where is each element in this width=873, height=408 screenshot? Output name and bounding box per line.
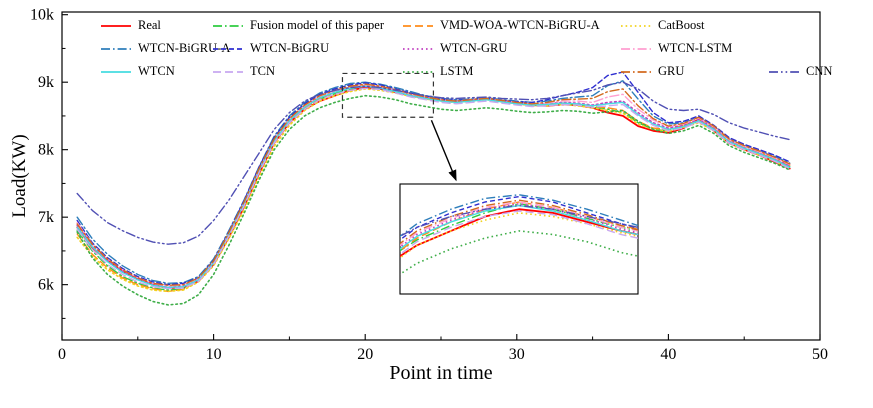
legend-label: GRU	[658, 64, 685, 78]
legend-row: WTCN TCN LSTM GRU CNN	[100, 60, 868, 83]
inset-series-line	[400, 194, 638, 238]
legend-label: WTCN-BiGRU-A	[138, 41, 231, 55]
y-tick-label: 10k	[30, 7, 54, 24]
zoom-inset	[399, 183, 639, 295]
legend-line-sample	[213, 70, 243, 73]
legend-item-catboost: CatBoost	[620, 18, 768, 33]
series-line-lstm	[76, 94, 791, 306]
inset-series-line	[400, 201, 638, 252]
x-tick-label: 30	[509, 346, 525, 363]
legend-item-wtcn-lstm: WTCN-LSTM	[620, 41, 768, 56]
series-line-gru	[76, 83, 791, 286]
x-tick-label: 0	[58, 346, 66, 363]
legend-line-sample	[213, 24, 243, 27]
y-axis-title: Load(KW)	[9, 134, 30, 218]
legend-item-real: Real	[100, 18, 212, 33]
legend-line-sample	[621, 24, 651, 27]
legend-label: WTCN	[138, 64, 175, 78]
x-tick-label: 10	[206, 346, 222, 363]
legend-row: Real Fusion model of this paper VMD-WOA-WT…	[100, 14, 868, 37]
zoom-region-box	[341, 72, 435, 118]
legend-item-wtcn-bigru-a: WTCN-BiGRU-A	[100, 41, 230, 56]
inset-series-line	[400, 230, 638, 276]
series-line-wtcn-bigru-a	[76, 80, 791, 284]
y-tick-label: 8k	[38, 142, 54, 159]
y-tick-label: 6k	[38, 277, 54, 294]
series-line-cnn	[76, 81, 791, 245]
legend-label: CNN	[806, 64, 833, 78]
zoom-arrow	[430, 120, 457, 182]
y-tick-label: 7k	[38, 209, 54, 226]
legend-item-lstm: LSTM	[402, 64, 620, 79]
legend-item-cnn: CNN	[768, 64, 868, 79]
legend-label: WTCN-LSTM	[658, 41, 733, 55]
legend-item-wtcn-gru: WTCN-GRU	[402, 41, 620, 56]
legend-label: Real	[138, 18, 161, 32]
x-axis-title: Point in time	[389, 362, 493, 384]
x-tick-label: 20	[357, 346, 373, 363]
legend-item-vmd-woa-wtcn-bigru-a: VMD-WOA-WTCN-BiGRU-A	[402, 18, 620, 33]
inset-series-line	[400, 204, 638, 238]
legend-line-sample	[101, 24, 131, 27]
legend-line-sample	[101, 47, 131, 50]
inset-series-line	[400, 210, 638, 256]
legend-item-wtcn: WTCN	[100, 64, 212, 79]
legend-item-fusion-model-of-this-paper: Fusion model of this paper	[212, 18, 402, 33]
legend-item-tcn: TCN	[212, 64, 402, 79]
legend-line-sample	[403, 24, 433, 27]
legend-label: TCN	[250, 64, 275, 78]
legend-line-sample	[101, 70, 131, 73]
legend-line-sample	[403, 70, 433, 73]
inset-series-line	[400, 195, 638, 241]
x-tick-label: 50	[812, 346, 828, 363]
inset-series-line	[400, 204, 638, 250]
legend-item-wtcn-bigru: WTCN-BiGRU	[212, 41, 402, 56]
inset-series-line	[400, 203, 638, 252]
legend-row: WTCN-BiGRU-A WTCN-BiGRU WTCN-GRU WTCN-LSTM	[100, 37, 868, 60]
legend: Real Fusion model of this paper VMD-WOA-WT…	[100, 14, 868, 83]
legend-item-gru: GRU	[620, 64, 768, 79]
legend-label: Fusion model of this paper	[250, 18, 385, 32]
legend-line-sample	[769, 70, 799, 73]
y-tick-label: 9k	[38, 74, 54, 91]
legend-line-sample	[621, 70, 651, 73]
inset-series-line	[400, 199, 638, 245]
legend-label: VMD-WOA-WTCN-BiGRU-A	[440, 18, 600, 32]
legend-label: WTCN-BiGRU	[250, 41, 330, 55]
legend-label: CatBoost	[658, 18, 705, 32]
legend-line-sample	[403, 47, 433, 50]
legend-label: WTCN-GRU	[440, 41, 508, 55]
inset-series-line	[400, 201, 638, 247]
legend-line-sample	[213, 47, 243, 50]
legend-label: LSTM	[440, 64, 474, 78]
legend-line-sample	[621, 47, 651, 50]
x-tick-label: 40	[660, 346, 676, 363]
